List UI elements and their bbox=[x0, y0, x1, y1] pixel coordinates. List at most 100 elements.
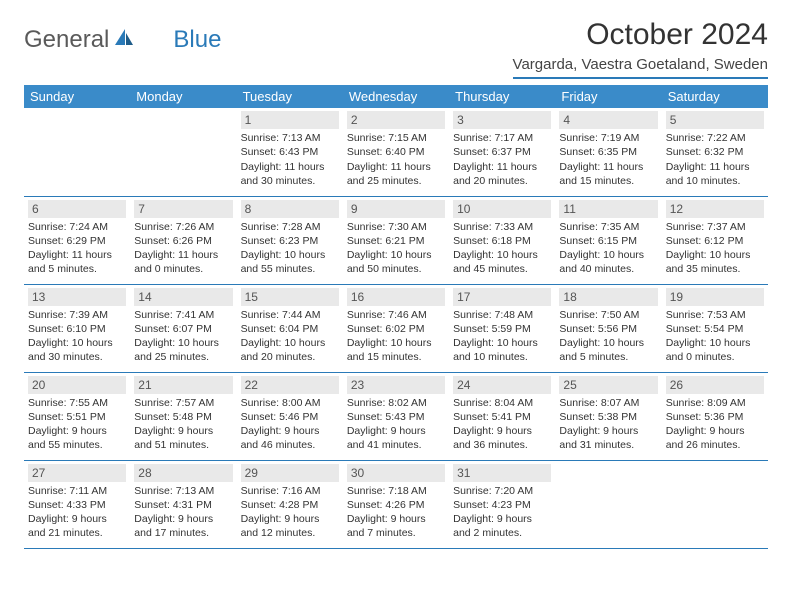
sunrise-text: Sunrise: 7:17 AM bbox=[453, 131, 551, 145]
sunrise-text: Sunrise: 7:48 AM bbox=[453, 308, 551, 322]
calendar-cell: 20Sunrise: 7:55 AMSunset: 5:51 PMDayligh… bbox=[24, 372, 130, 460]
sunrise-text: Sunrise: 7:41 AM bbox=[134, 308, 232, 322]
daylight-text: and 10 minutes. bbox=[666, 174, 764, 188]
sunrise-text: Sunrise: 7:55 AM bbox=[28, 396, 126, 410]
weekday-row: SundayMondayTuesdayWednesdayThursdayFrid… bbox=[24, 85, 768, 108]
daylight-text: and 15 minutes. bbox=[347, 350, 445, 364]
calendar-head: SundayMondayTuesdayWednesdayThursdayFrid… bbox=[24, 85, 768, 108]
header: General Blue October 2024 Vargarda, Vaes… bbox=[24, 18, 768, 79]
day-number: 7 bbox=[134, 200, 232, 218]
daylight-text: Daylight: 9 hours bbox=[453, 512, 551, 526]
daylight-text: Daylight: 11 hours bbox=[666, 160, 764, 174]
daylight-text: and 40 minutes. bbox=[559, 262, 657, 276]
sunset-text: Sunset: 4:31 PM bbox=[134, 498, 232, 512]
day-number: 15 bbox=[241, 288, 339, 306]
calendar-cell: 18Sunrise: 7:50 AMSunset: 5:56 PMDayligh… bbox=[555, 284, 661, 372]
daylight-text: Daylight: 9 hours bbox=[28, 424, 126, 438]
daylight-text: Daylight: 10 hours bbox=[241, 248, 339, 262]
daylight-text: and 5 minutes. bbox=[28, 262, 126, 276]
sunset-text: Sunset: 6:07 PM bbox=[134, 322, 232, 336]
sunrise-text: Sunrise: 7:22 AM bbox=[666, 131, 764, 145]
calendar-cell: 10Sunrise: 7:33 AMSunset: 6:18 PMDayligh… bbox=[449, 196, 555, 284]
sunset-text: Sunset: 6:29 PM bbox=[28, 234, 126, 248]
daylight-text: Daylight: 10 hours bbox=[666, 248, 764, 262]
weekday-header: Sunday bbox=[24, 85, 130, 108]
sunrise-text: Sunrise: 7:26 AM bbox=[134, 220, 232, 234]
sunset-text: Sunset: 4:33 PM bbox=[28, 498, 126, 512]
sunset-text: Sunset: 6:04 PM bbox=[241, 322, 339, 336]
calendar-cell: 21Sunrise: 7:57 AMSunset: 5:48 PMDayligh… bbox=[130, 372, 236, 460]
daylight-text: Daylight: 9 hours bbox=[134, 424, 232, 438]
sunrise-text: Sunrise: 7:50 AM bbox=[559, 308, 657, 322]
daylight-text: Daylight: 9 hours bbox=[453, 424, 551, 438]
day-number: 21 bbox=[134, 376, 232, 394]
sunset-text: Sunset: 6:12 PM bbox=[666, 234, 764, 248]
daylight-text: Daylight: 10 hours bbox=[559, 336, 657, 350]
daylight-text: and 46 minutes. bbox=[241, 438, 339, 452]
daylight-text: and 10 minutes. bbox=[453, 350, 551, 364]
calendar-cell: 25Sunrise: 8:07 AMSunset: 5:38 PMDayligh… bbox=[555, 372, 661, 460]
calendar-cell: 3Sunrise: 7:17 AMSunset: 6:37 PMDaylight… bbox=[449, 108, 555, 196]
daylight-text: Daylight: 11 hours bbox=[241, 160, 339, 174]
calendar-body: 1Sunrise: 7:13 AMSunset: 6:43 PMDaylight… bbox=[24, 108, 768, 548]
sunrise-text: Sunrise: 8:00 AM bbox=[241, 396, 339, 410]
daylight-text: Daylight: 10 hours bbox=[347, 248, 445, 262]
logo: General Blue bbox=[24, 18, 221, 54]
sunset-text: Sunset: 4:26 PM bbox=[347, 498, 445, 512]
calendar-week-row: 27Sunrise: 7:11 AMSunset: 4:33 PMDayligh… bbox=[24, 460, 768, 548]
sunrise-text: Sunrise: 7:35 AM bbox=[559, 220, 657, 234]
daylight-text: Daylight: 10 hours bbox=[28, 336, 126, 350]
sunset-text: Sunset: 6:32 PM bbox=[666, 145, 764, 159]
daylight-text: and 12 minutes. bbox=[241, 526, 339, 540]
daylight-text: and 30 minutes. bbox=[241, 174, 339, 188]
sunrise-text: Sunrise: 7:24 AM bbox=[28, 220, 126, 234]
calendar-cell: 31Sunrise: 7:20 AMSunset: 4:23 PMDayligh… bbox=[449, 460, 555, 548]
day-number: 31 bbox=[453, 464, 551, 482]
calendar-cell: 7Sunrise: 7:26 AMSunset: 6:26 PMDaylight… bbox=[130, 196, 236, 284]
sunrise-text: Sunrise: 7:13 AM bbox=[241, 131, 339, 145]
daylight-text: and 31 minutes. bbox=[559, 438, 657, 452]
weekday-header: Saturday bbox=[662, 85, 768, 108]
day-number: 30 bbox=[347, 464, 445, 482]
day-number: 23 bbox=[347, 376, 445, 394]
daylight-text: and 45 minutes. bbox=[453, 262, 551, 276]
sunrise-text: Sunrise: 7:20 AM bbox=[453, 484, 551, 498]
daylight-text: Daylight: 9 hours bbox=[559, 424, 657, 438]
daylight-text: and 26 minutes. bbox=[666, 438, 764, 452]
daylight-text: and 25 minutes. bbox=[347, 174, 445, 188]
sunrise-text: Sunrise: 7:16 AM bbox=[241, 484, 339, 498]
day-number: 6 bbox=[28, 200, 126, 218]
daylight-text: Daylight: 9 hours bbox=[347, 424, 445, 438]
sunset-text: Sunset: 5:43 PM bbox=[347, 410, 445, 424]
calendar-cell: 11Sunrise: 7:35 AMSunset: 6:15 PMDayligh… bbox=[555, 196, 661, 284]
logo-text-1: General bbox=[24, 26, 109, 54]
calendar-cell: 19Sunrise: 7:53 AMSunset: 5:54 PMDayligh… bbox=[662, 284, 768, 372]
daylight-text: Daylight: 11 hours bbox=[453, 160, 551, 174]
logo-text-2: Blue bbox=[173, 26, 221, 54]
calendar-cell bbox=[130, 108, 236, 196]
calendar-cell bbox=[555, 460, 661, 548]
sunrise-text: Sunrise: 7:53 AM bbox=[666, 308, 764, 322]
calendar-cell: 23Sunrise: 8:02 AMSunset: 5:43 PMDayligh… bbox=[343, 372, 449, 460]
calendar-cell: 28Sunrise: 7:13 AMSunset: 4:31 PMDayligh… bbox=[130, 460, 236, 548]
day-number: 12 bbox=[666, 200, 764, 218]
daylight-text: and 17 minutes. bbox=[134, 526, 232, 540]
day-number: 13 bbox=[28, 288, 126, 306]
daylight-text: Daylight: 10 hours bbox=[134, 336, 232, 350]
daylight-text: and 55 minutes. bbox=[28, 438, 126, 452]
calendar-cell: 1Sunrise: 7:13 AMSunset: 6:43 PMDaylight… bbox=[237, 108, 343, 196]
day-number: 3 bbox=[453, 111, 551, 129]
day-number: 28 bbox=[134, 464, 232, 482]
daylight-text: Daylight: 11 hours bbox=[559, 160, 657, 174]
day-number: 24 bbox=[453, 376, 551, 394]
daylight-text: Daylight: 10 hours bbox=[347, 336, 445, 350]
sunset-text: Sunset: 5:51 PM bbox=[28, 410, 126, 424]
day-number: 25 bbox=[559, 376, 657, 394]
calendar-cell: 12Sunrise: 7:37 AMSunset: 6:12 PMDayligh… bbox=[662, 196, 768, 284]
sunset-text: Sunset: 5:41 PM bbox=[453, 410, 551, 424]
daylight-text: Daylight: 10 hours bbox=[666, 336, 764, 350]
daylight-text: and 20 minutes. bbox=[453, 174, 551, 188]
daylight-text: Daylight: 10 hours bbox=[453, 336, 551, 350]
sunset-text: Sunset: 4:28 PM bbox=[241, 498, 339, 512]
daylight-text: and 21 minutes. bbox=[28, 526, 126, 540]
